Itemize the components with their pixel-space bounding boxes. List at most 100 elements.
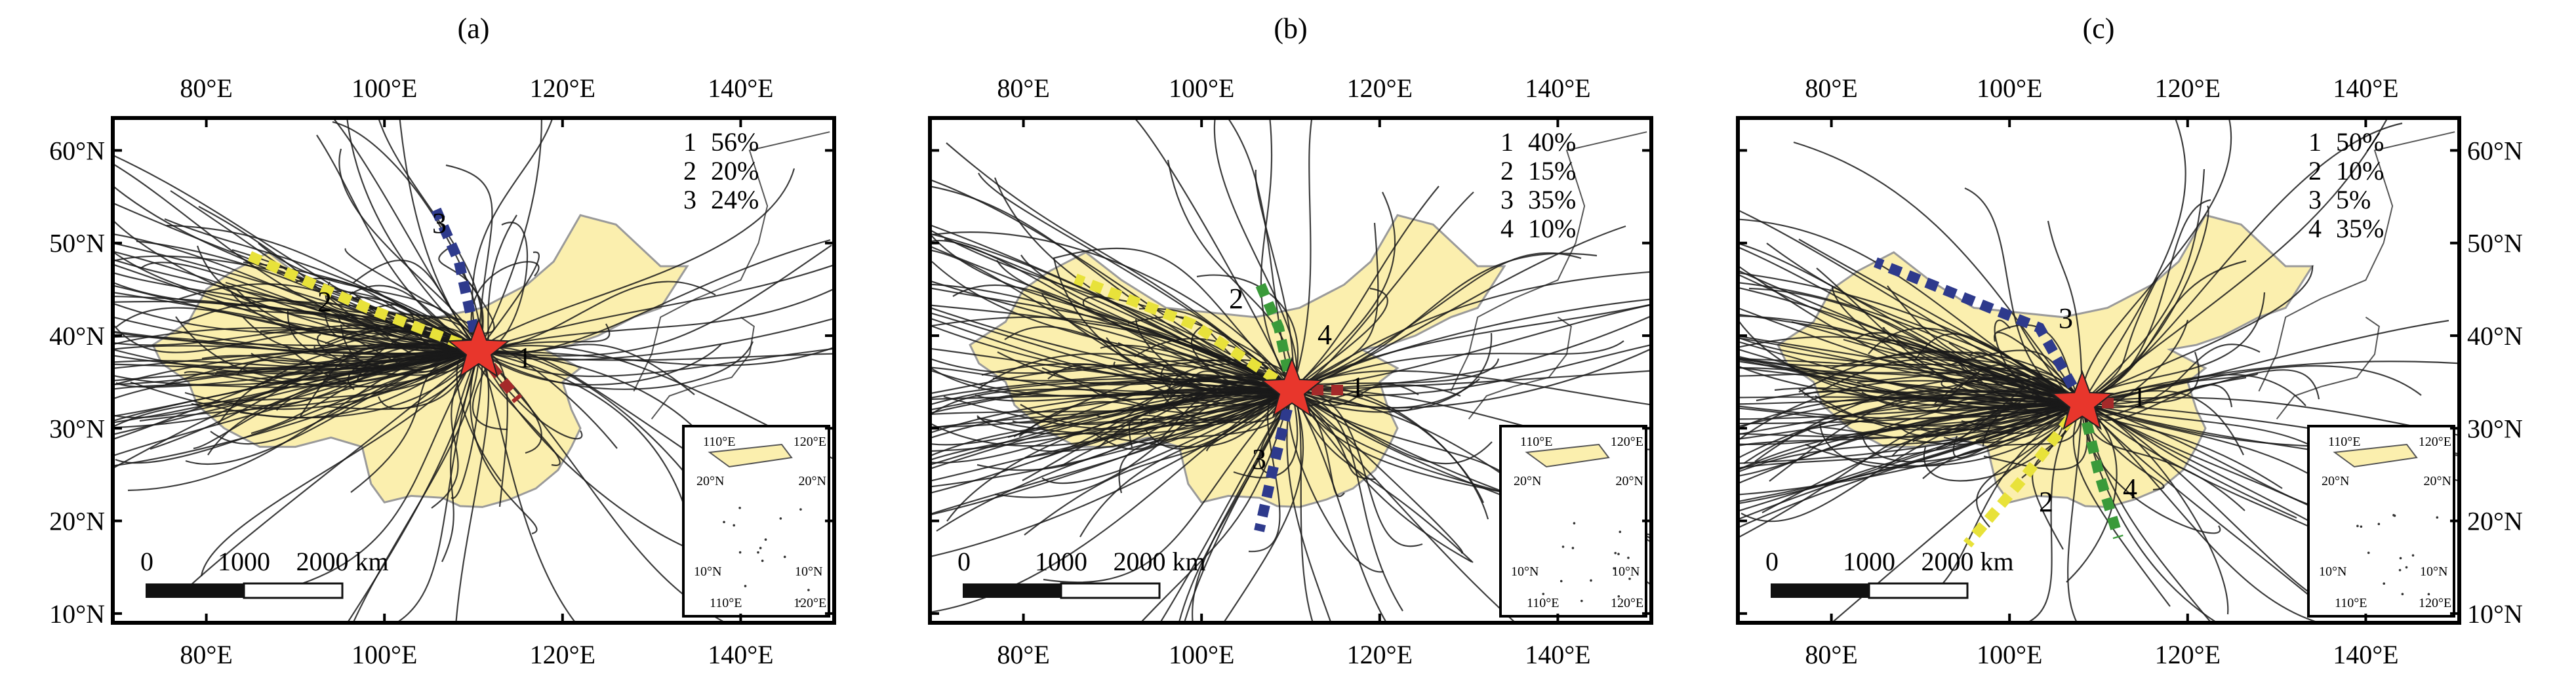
trajectory-line <box>1791 321 2083 404</box>
trajectory-line <box>930 389 1293 515</box>
trajectory-line <box>1291 389 1474 563</box>
trajectory-line <box>944 238 1293 391</box>
trajectory-line <box>1291 191 1396 391</box>
inset-island <box>2367 551 2370 555</box>
trajectory-line <box>2082 344 2261 408</box>
trajectory-line <box>952 284 1293 391</box>
lon-tick-label-bottom: 120°E <box>530 640 595 669</box>
trajectory-line <box>1222 389 1304 623</box>
trajectory-line <box>477 350 577 623</box>
trajectory-line <box>340 324 479 368</box>
trajectory-line <box>1167 159 1293 391</box>
trajectory-line <box>1291 370 1651 391</box>
inset-tick-label: 120°E <box>794 435 826 449</box>
trajectory-line <box>1914 333 2083 404</box>
receptor-star-marker <box>1260 357 1324 418</box>
legend-cluster-percent: 40% <box>1528 127 1576 157</box>
lon-tick-label-top: 120°E <box>2155 73 2221 103</box>
trajectories <box>930 118 1651 623</box>
trajectory-line <box>166 224 479 351</box>
trajectory-line <box>1831 286 2083 406</box>
cluster-legend: 1 56% 2 20% 3 24% <box>683 127 759 214</box>
trajectory-line <box>2072 403 2171 607</box>
inset-island <box>2356 524 2359 528</box>
trajectory-line <box>1291 389 1517 623</box>
trajectory-line <box>932 231 1293 391</box>
lon-tick-label-bottom: 120°E <box>2155 640 2221 669</box>
inset-island <box>2427 593 2430 596</box>
inset-island <box>744 585 747 587</box>
lon-tick-label-top: 80°E <box>997 73 1049 103</box>
trajectory-line <box>1976 403 2083 528</box>
legend-cluster-percent: 56% <box>711 127 759 157</box>
legend-cluster-id: 1 <box>683 127 696 157</box>
legend-cluster-id: 3 <box>2308 185 2322 214</box>
trajectory-line <box>470 261 540 351</box>
inset-island <box>1571 547 1575 549</box>
inset-island <box>2399 557 2402 560</box>
trajectory-line <box>1738 403 2083 469</box>
trajectory-line <box>478 288 834 352</box>
trajectory-line <box>1738 315 2083 405</box>
trajectory-line <box>930 389 1293 488</box>
inset-island <box>1614 551 1617 555</box>
lon-tick-label-bottom: 80°E <box>997 640 1049 669</box>
south-china-sea-inset: 110°E 120°E 20°N 20°N 10°N 10°N 110°E 120°E <box>1499 425 1647 618</box>
lon-tick-label-top: 100°E <box>1169 73 1234 103</box>
cluster-mean-path-4 <box>2077 402 2123 540</box>
trajectory-line <box>2067 403 2083 623</box>
trajectory-line <box>478 245 832 357</box>
trajectory-line <box>2082 319 2449 404</box>
inset-tick-label: 20°N <box>2424 474 2451 488</box>
inset-tick-label: 20°N <box>1514 474 1541 488</box>
trajectory-line <box>441 350 480 562</box>
trajectory-line <box>1291 118 1313 391</box>
trajectory-line <box>113 255 479 351</box>
trajectory-line <box>930 366 1293 397</box>
inset-island <box>798 600 801 603</box>
legend-cluster-id: 1 <box>2308 127 2322 157</box>
lat-tick-label-right: 30°N <box>2467 414 2523 443</box>
inset-island <box>738 506 741 509</box>
lat-tick-label-right: 10°N <box>2467 599 2523 629</box>
inset-island <box>764 538 767 541</box>
trajectory-line <box>1923 403 2083 482</box>
lat-tick-label-left: 20°N <box>49 507 105 536</box>
cluster-label-4: 4 <box>2123 473 2137 505</box>
trajectory-line <box>2081 118 2232 404</box>
legend-cluster-id: 2 <box>1500 156 1514 186</box>
trajectory-line <box>1291 252 1582 391</box>
trajectory-line <box>930 224 1293 391</box>
inset-island <box>1580 599 1583 602</box>
trajectory-line <box>478 347 834 378</box>
trajectory-line <box>1196 274 1299 391</box>
trajectory-line <box>113 346 479 386</box>
trajectory-line <box>478 239 831 355</box>
scale-label-1000: 1000 <box>218 547 270 576</box>
legend-cluster-id: 2 <box>683 156 696 186</box>
inset-island <box>2383 582 2385 585</box>
cluster-label-4: 4 <box>1318 319 1332 351</box>
trajectory-line <box>113 349 479 435</box>
trajectory-line <box>930 389 1293 466</box>
trajectory-line <box>2082 390 2244 456</box>
inset-island <box>2411 554 2415 557</box>
trajectory-line <box>1291 389 1388 623</box>
lon-tick-label-top: 100°E <box>352 73 417 103</box>
cluster-mean-path-3 <box>1874 257 2087 406</box>
trajectory-line <box>1738 402 2083 521</box>
south-china-sea-inset: 110°E 120°E 20°N 20°N 10°N 10°N 110°E 120°E <box>2307 425 2455 618</box>
trajectory-line <box>191 344 479 407</box>
inset-tick-label: 20°N <box>696 474 724 488</box>
trajectory-line <box>300 350 479 585</box>
trajectory-line <box>1819 403 2083 469</box>
trajectory-line <box>1861 403 2083 463</box>
inset-tick-label: 120°E <box>794 596 826 610</box>
lon-tick-label-top: 80°E <box>1805 73 1857 103</box>
trajectory-line <box>2082 402 2229 615</box>
legend-cluster-percent: 5% <box>2336 185 2371 214</box>
trajectory-line <box>2082 205 2209 404</box>
cluster-label-3: 3 <box>1252 443 1266 475</box>
